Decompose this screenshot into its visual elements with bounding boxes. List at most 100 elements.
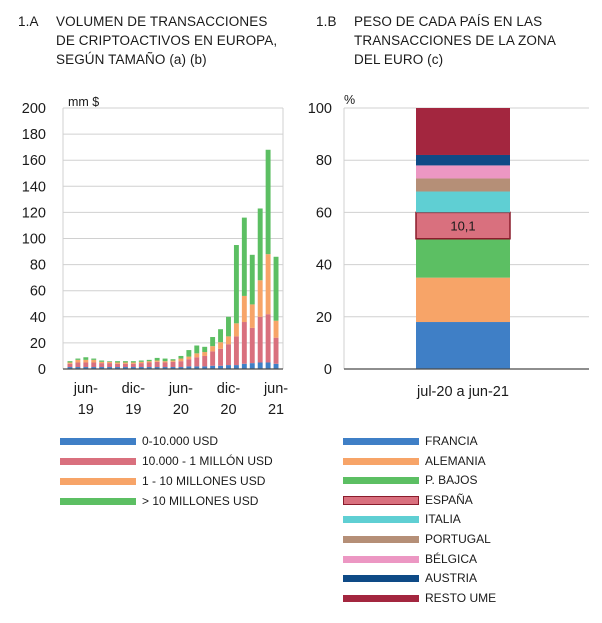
y-tick-label: 20 <box>316 310 332 326</box>
bar-segment <box>130 361 136 363</box>
bar-segment <box>178 355 184 359</box>
bar-segment <box>130 363 136 368</box>
x-tick-label: jun- <box>73 381 98 397</box>
legend-swatch <box>343 477 419 485</box>
bar-segment <box>83 357 89 360</box>
legend-swatch <box>343 575 419 583</box>
bar-segment <box>107 363 113 368</box>
legend-swatch <box>60 498 136 505</box>
bar-segment <box>99 367 105 369</box>
bar-segment <box>273 256 279 321</box>
bar-segment <box>154 361 160 368</box>
y-tick-label: 200 <box>22 101 46 117</box>
y-tick-label: 100 <box>308 101 332 117</box>
bar-segment <box>67 361 73 363</box>
bar-segment <box>416 238 510 278</box>
bar-segment <box>107 367 113 369</box>
y-tick-label: 100 <box>22 232 46 248</box>
legend-right: FRANCIA ALEMANIA P. BAJOS ESPAÑA ITALIA PORTU… <box>343 434 583 614</box>
bar-segment <box>210 346 216 352</box>
y-tick-label: 160 <box>22 153 46 169</box>
bar-segment <box>75 359 81 363</box>
bar-segment <box>154 357 160 361</box>
bar-segment <box>416 191 510 213</box>
bar-segment <box>416 165 510 179</box>
bar-segment <box>194 366 200 369</box>
legend-swatch <box>60 438 136 445</box>
bar-segment <box>75 358 81 360</box>
bar-segment <box>115 367 120 369</box>
bar-segment <box>186 359 192 367</box>
bar-segment <box>226 344 231 366</box>
bar-segment <box>416 277 510 323</box>
bar-segment <box>146 362 152 368</box>
legend-label: > 10 MILLONES USD <box>142 494 259 508</box>
y-tick-label: 40 <box>316 258 332 274</box>
bar-segment <box>178 361 184 368</box>
x-category-label: jul-20 a jun-21 <box>416 384 509 400</box>
bar-segment <box>83 359 89 363</box>
bar-segment <box>233 245 239 324</box>
bar-segment <box>154 367 160 369</box>
bar-segment <box>91 362 97 368</box>
bar-segment <box>218 348 224 366</box>
legend-swatch <box>60 478 136 485</box>
y-tick-label: 60 <box>30 284 46 300</box>
bar-segment <box>146 361 152 363</box>
bar-segment <box>265 149 271 255</box>
bar-segment <box>233 365 239 369</box>
bar-segment <box>416 154 510 166</box>
bar-segment <box>91 367 97 369</box>
bar-segment <box>115 363 120 368</box>
bar-segment <box>99 360 105 362</box>
legend-label: ALEMANIA <box>425 453 486 468</box>
bar-segment <box>162 367 168 369</box>
left-panel-number: 1.A <box>18 14 39 29</box>
bar-segment <box>257 208 263 281</box>
data-label: 10,1 <box>450 219 475 234</box>
bar-segment <box>202 355 208 367</box>
legend-label: 1 - 10 MILLONES USD <box>142 474 266 488</box>
bar-segment <box>67 367 73 369</box>
legend-label: 10.000 - 1 MILLÓN USD <box>142 454 273 468</box>
bar-segment <box>241 217 247 296</box>
bar-segment <box>416 108 510 155</box>
bar-segment <box>170 360 176 362</box>
x-tick-label: 20 <box>220 402 236 418</box>
y-tick-label: 80 <box>30 258 46 274</box>
bar-segment <box>162 358 168 362</box>
bar-segment <box>218 329 224 343</box>
bar-segment <box>138 363 144 368</box>
bar-segment <box>226 365 231 369</box>
bar-segment <box>122 363 128 368</box>
bar-segment <box>194 353 200 358</box>
x-tick-label: jun- <box>263 381 288 397</box>
legend-swatch <box>343 594 419 602</box>
bar-segment <box>75 362 81 368</box>
right-panel-title: 1.B PESO DE CADA PAÍS EN LAS TRANSACCION… <box>316 12 596 72</box>
right-chart: 0 20 40 60 80 100% 10,1 jul-20 a jun-21 <box>308 93 589 400</box>
bar-segment <box>67 362 73 364</box>
bar-segment <box>241 322 247 364</box>
legend-swatch <box>343 495 419 505</box>
bar-segment <box>257 280 263 317</box>
y-tick-label: 0 <box>324 362 332 378</box>
bar-segment <box>122 367 128 369</box>
y-tick-label: 140 <box>22 179 46 195</box>
bar-segment <box>99 363 105 368</box>
bar-segment <box>170 359 176 361</box>
legend-label: ITALIA <box>425 512 461 527</box>
left-panel-title-text: VOLUMEN DE TRANSACCIONES DE CRIPTOACTIVO… <box>56 14 278 67</box>
bar-segment <box>122 361 128 363</box>
bar-segment <box>83 367 89 369</box>
x-tick-label: dic- <box>122 381 146 397</box>
x-tick-label: dic- <box>217 381 241 397</box>
left-chart: 0 20 40 60 80 100 120 140 160 180 200 mm $ jun- 19 dic… <box>22 95 288 418</box>
bar-segment <box>257 316 263 363</box>
bar-segment <box>415 211 511 240</box>
x-tick-label: 20 <box>173 402 189 418</box>
bar-segment <box>241 363 247 369</box>
bar-segment <box>170 367 176 369</box>
legend-label: PORTUGAL <box>425 532 491 546</box>
